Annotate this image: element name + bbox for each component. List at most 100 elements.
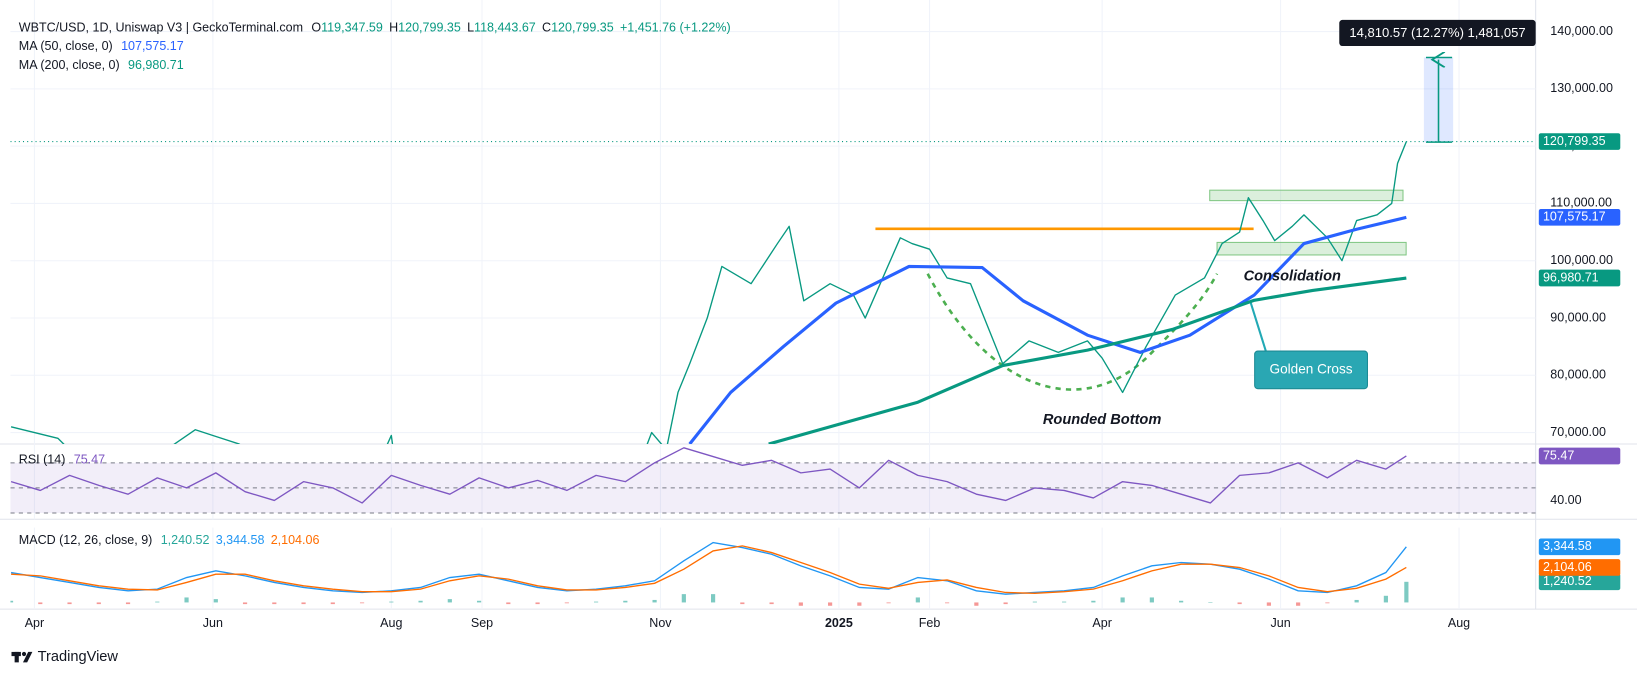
histogram-bar bbox=[711, 594, 716, 603]
histogram-bar bbox=[1120, 597, 1125, 603]
y-tick-label: 130,000.00 bbox=[1550, 81, 1613, 95]
histogram-bar bbox=[740, 602, 745, 605]
histogram-bar bbox=[652, 599, 657, 603]
overlay: Consolidation Rounded Bottom Golden Cros… bbox=[11, 19, 1621, 665]
legend-value: 2,104.06 bbox=[271, 534, 320, 548]
last-value-badge-bg bbox=[1538, 538, 1621, 556]
macd-legend: MACD (12, 26, close, 9) 1,240.52 3,344.58 2… bbox=[19, 534, 320, 548]
ohlc-key: C bbox=[542, 21, 551, 35]
last-value-badge-bg bbox=[1538, 208, 1621, 226]
histogram-bar bbox=[213, 599, 218, 603]
ohlc-key: L bbox=[467, 21, 474, 35]
last-value-badge: 1,240.52 bbox=[1543, 574, 1592, 588]
x-tick-label: Jun bbox=[1270, 616, 1290, 630]
y-tick-label: 140,000.00 bbox=[1550, 24, 1613, 38]
change: +1,451.76 (+1.22%) bbox=[620, 21, 731, 35]
x-tick-label: Apr bbox=[1092, 616, 1111, 630]
legend-value: 96,980.71 bbox=[128, 58, 184, 72]
ma200-legend: MA (200, close, 0) 96,980.71 bbox=[19, 58, 184, 72]
macd-line bbox=[11, 545, 1407, 594]
x-tick-label: 2025 bbox=[825, 616, 853, 630]
histogram-bar bbox=[67, 602, 72, 605]
last-value-badge: 3,344.58 bbox=[1543, 539, 1592, 553]
x-tick-label: Apr bbox=[25, 616, 44, 630]
ohlc-value: 118,443.67 bbox=[474, 21, 536, 35]
histogram-bar bbox=[1179, 600, 1184, 603]
histogram-bar bbox=[389, 601, 394, 603]
histogram-bar bbox=[1149, 597, 1154, 603]
rsi-pane bbox=[10, 447, 1536, 514]
histogram-bar bbox=[1266, 602, 1271, 606]
histogram-bar bbox=[535, 602, 540, 605]
histogram-bar bbox=[798, 602, 803, 606]
rounded-bottom-curve bbox=[926, 273, 1219, 391]
rsi-legend: RSI (14) 75.47 bbox=[19, 453, 105, 467]
series-line bbox=[768, 276, 1407, 445]
header-legend: WBTC/USD, 1D, Uniswap V3 | GeckoTerminal… bbox=[19, 21, 731, 35]
logo bbox=[11, 651, 33, 663]
histogram-bar bbox=[506, 602, 511, 605]
x-tick-label: Nov bbox=[649, 616, 672, 630]
last-value-badge: 96,980.71 bbox=[1543, 270, 1599, 284]
x-tick-label: Jun bbox=[203, 616, 223, 630]
histogram-bar bbox=[623, 600, 628, 603]
price-line bbox=[10, 141, 1407, 445]
histogram-bar bbox=[915, 597, 920, 603]
ohlc-key: H bbox=[389, 21, 398, 35]
macd-pane bbox=[10, 541, 1409, 606]
series-line bbox=[688, 215, 1407, 445]
histogram-bar bbox=[330, 602, 335, 605]
ohlc-value: 119,347.59 bbox=[321, 21, 383, 35]
histogram-bar bbox=[828, 602, 833, 606]
legend-name: MA (200, close, 0) bbox=[19, 58, 120, 72]
y-tick-label: 90,000.00 bbox=[1550, 310, 1606, 324]
consolidation-bottom-box bbox=[1216, 241, 1407, 256]
y-tick-label: 110,000.00 bbox=[1550, 196, 1612, 210]
legend-value: 1,240.52 bbox=[161, 534, 210, 548]
branding: TradingView bbox=[38, 649, 119, 665]
histogram-bar bbox=[1383, 595, 1388, 603]
ohlc-value: 120,799.35 bbox=[398, 21, 461, 35]
ohlc-key: O bbox=[311, 21, 321, 35]
histogram-bar bbox=[272, 602, 277, 605]
x-tick-label: Feb bbox=[919, 616, 941, 630]
histogram-bar bbox=[1003, 602, 1008, 605]
price-pane bbox=[10, 58, 1536, 445]
rounded-bottom-label: Rounded Bottom bbox=[1043, 412, 1161, 428]
histogram-bar bbox=[1325, 602, 1330, 604]
y-tick-label: 70,000.00 bbox=[1550, 425, 1606, 439]
histogram-bar bbox=[1091, 600, 1096, 603]
histogram-bar bbox=[769, 602, 774, 605]
last-value-badge-bg bbox=[1538, 447, 1621, 465]
last-value-badge: 120,799.35 bbox=[1543, 134, 1606, 148]
histogram-bar bbox=[564, 602, 569, 604]
histogram-bar bbox=[1296, 602, 1301, 606]
histogram-bar bbox=[447, 599, 452, 603]
symbol: WBTC/USD, 1D, Uniswap V3 | GeckoTerminal… bbox=[19, 21, 303, 35]
histogram-bar bbox=[681, 594, 686, 603]
x-tick-label: Sep bbox=[471, 616, 493, 630]
callout-pointer bbox=[1249, 301, 1268, 353]
histogram-bar bbox=[418, 600, 423, 603]
ohlc-value: 120,799.35 bbox=[551, 21, 614, 35]
histogram-bar bbox=[1237, 602, 1242, 605]
legend-value: 107,575.17 bbox=[121, 39, 184, 53]
histogram-bar bbox=[1208, 602, 1213, 603]
ma50-legend: MA (50, close, 0) 107,575.17 bbox=[19, 39, 184, 53]
series-line bbox=[10, 447, 1407, 504]
histogram-bar bbox=[1032, 601, 1037, 603]
y-tick-label: 80,000.00 bbox=[1550, 368, 1606, 382]
last-value-badge-bg bbox=[1538, 269, 1621, 287]
histogram-bar bbox=[974, 602, 979, 606]
legend-value: 75.47 bbox=[74, 453, 105, 467]
last-value-badge: 75.47 bbox=[1543, 448, 1574, 462]
x-tick-label: Aug bbox=[380, 616, 402, 630]
last-value-badge: 107,575.17 bbox=[1543, 210, 1606, 224]
histogram-bar bbox=[155, 601, 160, 603]
measure-label: 14,810.57 (12.27%) 1,481,057 bbox=[1349, 25, 1525, 40]
last-value-badge-bg bbox=[1538, 573, 1621, 591]
x-tick-label: Aug bbox=[1448, 616, 1470, 630]
histogram-bar bbox=[593, 601, 599, 603]
